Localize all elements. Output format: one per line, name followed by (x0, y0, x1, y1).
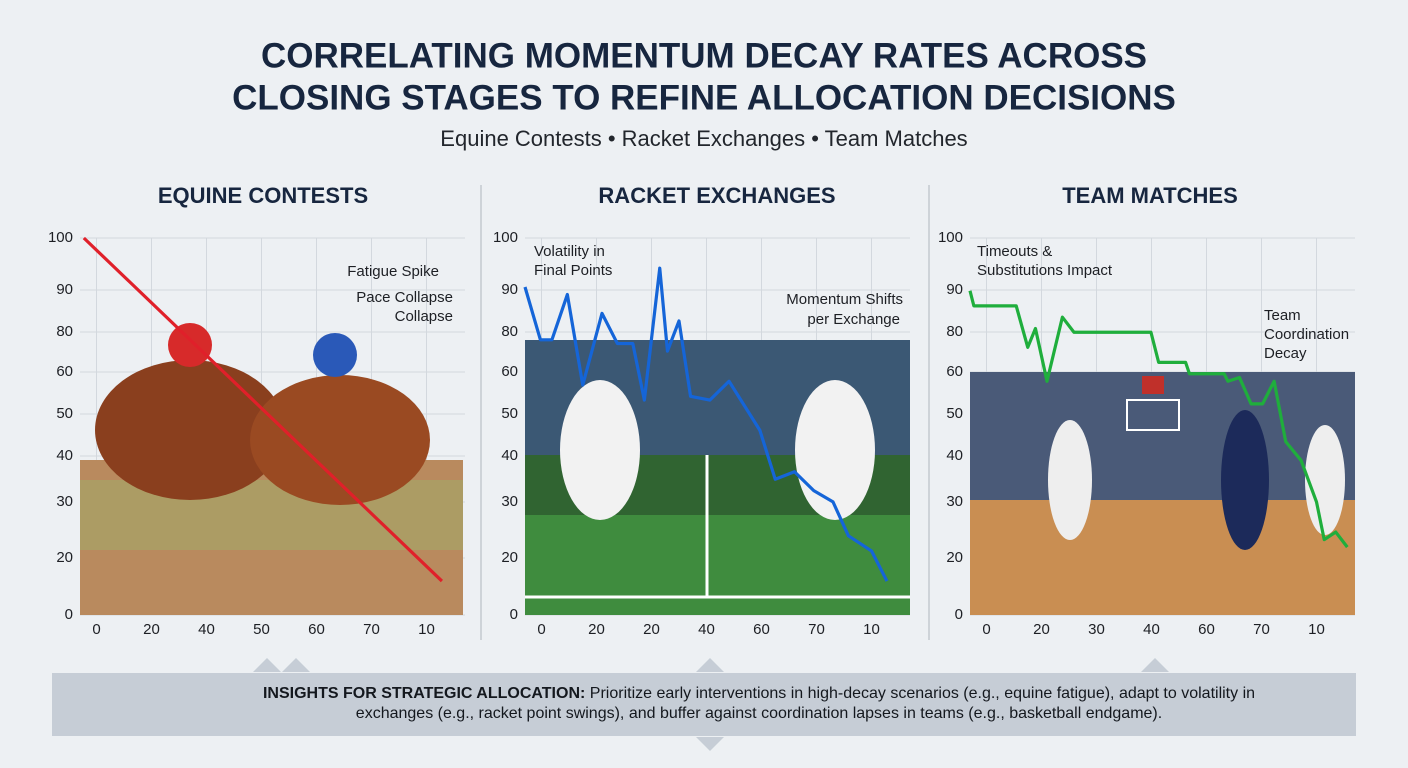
y-tick-label: 0 (510, 606, 518, 623)
x-tick-label: 70 (1253, 621, 1270, 638)
y-tick-label: 90 (946, 281, 963, 298)
x-tick-label: 20 (1033, 621, 1050, 638)
y-tick-label: 90 (56, 281, 73, 298)
annotation: Decay (1264, 345, 1307, 362)
annotation: Fatigue Spike (347, 263, 439, 280)
y-tick-label: 30 (501, 493, 518, 510)
y-tick-label: 40 (501, 447, 518, 464)
x-tick-label: 10 (418, 621, 435, 638)
pointer (282, 658, 310, 672)
x-tick-label: 60 (1198, 621, 1215, 638)
annotation: Timeouts & (977, 243, 1052, 260)
pointer (1141, 658, 1169, 672)
y-tick-label: 50 (946, 405, 963, 422)
data-line (82, 236, 444, 583)
pointer (253, 658, 281, 672)
y-tick-label: 60 (946, 363, 963, 380)
y-tick-label: 20 (946, 549, 963, 566)
annotation: Substitutions Impact (977, 262, 1113, 279)
insight-label: INSIGHTS FOR STRATEGIC ALLOCATION: (262, 685, 586, 702)
y-tick-label: 30 (946, 493, 963, 510)
panel-title: RACKET EXCHANGES (598, 183, 835, 208)
equine-scene (80, 323, 463, 615)
x-tick-label: 10 (863, 621, 880, 638)
x-tick-label: 70 (363, 621, 380, 638)
data-line (523, 266, 889, 582)
annotation: Collapse (395, 308, 453, 325)
y-tick-label: 0 (65, 606, 73, 623)
y-tick-label: 80 (56, 323, 73, 340)
x-tick-label: 20 (588, 621, 605, 638)
racket-scene (525, 340, 910, 615)
panel-title: EQUINE CONTESTS (158, 183, 368, 208)
title-line: CLOSING STAGES TO REFINE ALLOCATION DECI… (232, 78, 1176, 117)
x-tick-label: 40 (198, 621, 215, 638)
pointer (696, 658, 724, 672)
annotation: Pace Collapse (356, 289, 453, 306)
annotation: Coordination (1264, 326, 1349, 343)
x-tick-label: 20 (143, 621, 160, 638)
y-tick-label: 60 (56, 363, 73, 380)
x-tick-label: 70 (808, 621, 825, 638)
team-scene (970, 372, 1355, 615)
y-tick-label: 20 (56, 549, 73, 566)
x-tick-label: 0 (537, 621, 545, 638)
subtitle: Equine Contests • Racket Exchanges • Tea… (440, 126, 967, 151)
x-tick-label: 10 (1308, 621, 1325, 638)
panel-title: TEAM MATCHES (1062, 183, 1238, 208)
y-tick-label: 40 (56, 447, 73, 464)
y-tick-label: 50 (56, 405, 73, 422)
y-tick-label: 100 (938, 229, 963, 246)
x-tick-label: 60 (308, 621, 325, 638)
annotation: Team (1264, 307, 1301, 324)
y-tick-label: 80 (501, 323, 518, 340)
data-line (968, 290, 1349, 549)
annotation: Volatility in (534, 243, 605, 260)
insight-box: INSIGHTS FOR STRATEGIC ALLOCATION: Prior… (52, 673, 1356, 736)
y-tick-label: 50 (501, 405, 518, 422)
annotation: per Exchange (807, 311, 900, 328)
x-tick-label: 50 (253, 621, 270, 638)
annotation: Final Points (534, 262, 612, 279)
x-tick-label: 40 (1143, 621, 1160, 638)
y-tick-label: 100 (493, 229, 518, 246)
annotation: Momentum Shifts (786, 291, 903, 308)
y-tick-label: 100 (48, 229, 73, 246)
y-tick-label: 80 (946, 323, 963, 340)
y-tick-label: 90 (501, 281, 518, 298)
y-tick-label: 20 (501, 549, 518, 566)
x-tick-label: 40 (698, 621, 715, 638)
x-tick-label: 0 (92, 621, 100, 638)
y-tick-label: 30 (56, 493, 73, 510)
y-tick-label: 40 (946, 447, 963, 464)
y-tick-label: 0 (955, 606, 963, 623)
x-tick-label: 60 (753, 621, 770, 638)
x-tick-label: 20 (643, 621, 660, 638)
insight-text: Prioritize early interventions in high-d… (355, 685, 1256, 722)
x-tick-label: 0 (982, 621, 990, 638)
pointer (696, 737, 724, 751)
title-line: CORRELATING MOMENTUM DECAY RATES ACROSS (261, 36, 1147, 75)
x-tick-label: 30 (1088, 621, 1105, 638)
y-tick-label: 60 (501, 363, 518, 380)
